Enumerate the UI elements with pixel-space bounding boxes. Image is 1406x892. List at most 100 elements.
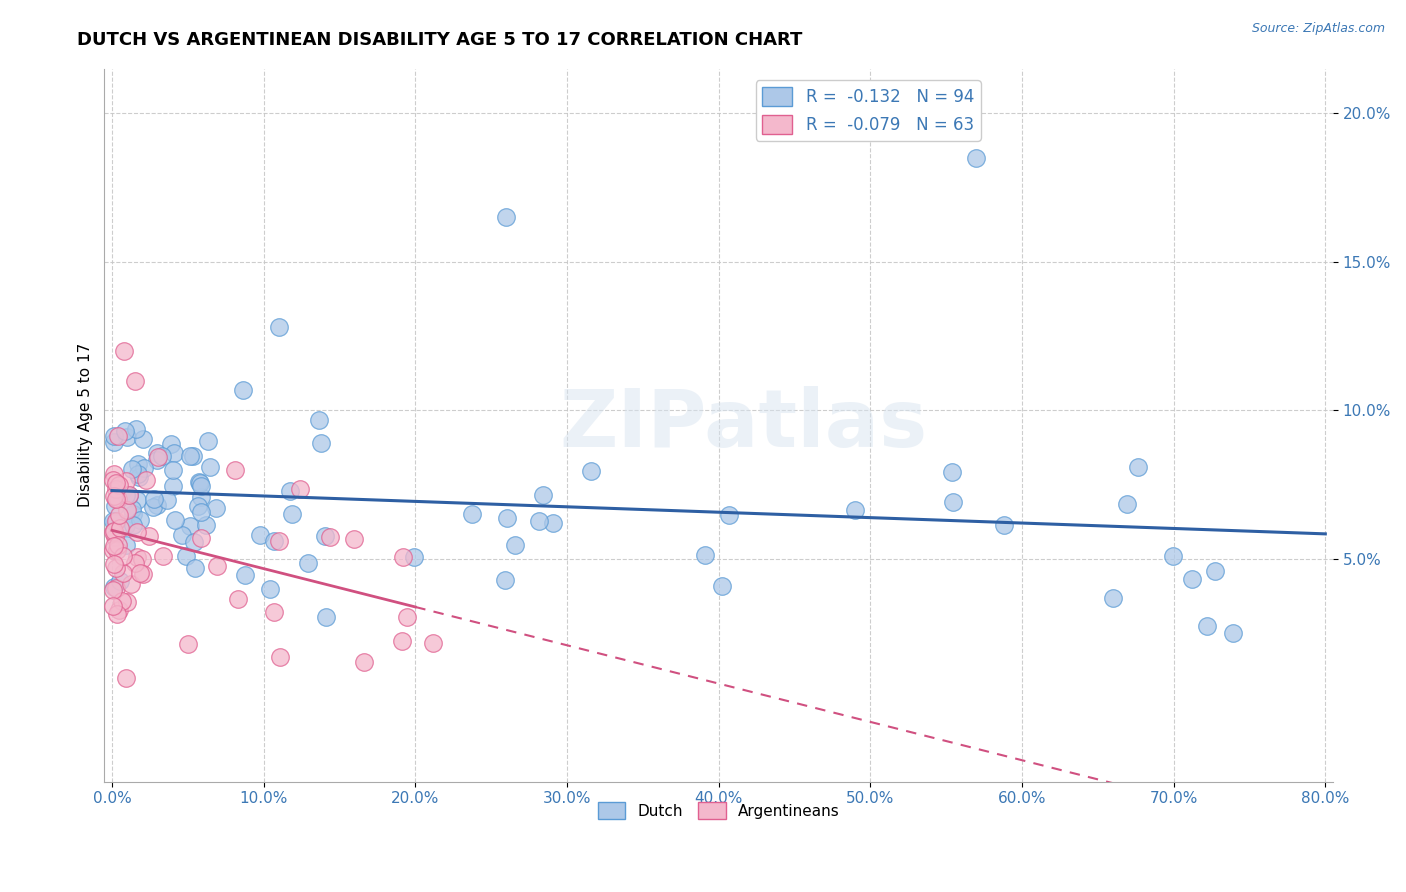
Point	[125, 421, 148, 435]
Point	[103, 515, 125, 529]
Point	[132, 432, 155, 446]
Point	[142, 500, 165, 514]
Point	[179, 518, 201, 533]
Point	[309, 436, 332, 450]
Point	[391, 633, 413, 648]
Point	[993, 517, 1015, 532]
Point	[104, 561, 127, 575]
Point	[103, 489, 125, 503]
Point	[195, 518, 218, 533]
Point	[103, 543, 125, 558]
Point	[315, 610, 337, 624]
Point	[114, 424, 136, 438]
Point	[495, 510, 517, 524]
Point	[1222, 626, 1244, 640]
Point	[190, 490, 212, 504]
Point	[103, 435, 125, 450]
Point	[115, 430, 138, 444]
Point	[107, 477, 129, 491]
Point	[163, 513, 186, 527]
Point	[461, 507, 484, 521]
Point	[224, 463, 246, 477]
Point	[138, 529, 160, 543]
Point	[115, 538, 138, 552]
Point	[108, 521, 131, 535]
Text: DUTCH VS ARGENTINEAN DISABILITY AGE 5 TO 17 CORRELATION CHART: DUTCH VS ARGENTINEAN DISABILITY AGE 5 TO…	[77, 31, 803, 49]
Point	[121, 501, 143, 516]
Point	[505, 537, 527, 551]
Point	[156, 493, 179, 508]
Point	[1128, 460, 1150, 475]
Point	[118, 488, 141, 502]
Point	[150, 450, 173, 464]
Point	[297, 556, 319, 570]
Point	[188, 475, 211, 490]
Point	[105, 482, 128, 496]
Point	[1195, 619, 1218, 633]
Point	[111, 594, 134, 608]
Point	[395, 610, 418, 624]
Point	[232, 384, 254, 398]
Point	[162, 479, 184, 493]
Point	[132, 566, 155, 581]
Point	[170, 527, 193, 541]
Point	[152, 549, 174, 564]
Point	[115, 502, 138, 516]
Point	[131, 552, 153, 566]
Point	[103, 428, 125, 442]
Point	[129, 566, 152, 581]
Point	[103, 524, 125, 538]
Point	[114, 474, 136, 488]
Point	[107, 429, 129, 443]
Text: Source: ZipAtlas.com: Source: ZipAtlas.com	[1251, 22, 1385, 36]
Point	[103, 599, 125, 613]
Point	[125, 524, 148, 539]
Point	[122, 508, 145, 522]
Point	[188, 476, 211, 491]
Point	[308, 412, 330, 426]
Point	[176, 549, 198, 564]
Point	[183, 535, 205, 549]
Text: ZIPatlas: ZIPatlas	[560, 386, 928, 464]
Point	[146, 498, 169, 512]
Point	[269, 650, 291, 665]
Point	[135, 473, 157, 487]
Point	[190, 479, 212, 493]
Point	[204, 501, 226, 516]
Point	[162, 463, 184, 477]
Point	[104, 530, 127, 544]
Point	[695, 548, 717, 562]
Point	[343, 532, 366, 546]
Point	[181, 450, 204, 464]
Point	[718, 508, 741, 522]
Point	[108, 508, 131, 523]
Point	[107, 607, 129, 621]
Point	[107, 538, 129, 552]
Point	[941, 465, 963, 479]
Point	[124, 556, 146, 570]
Point	[1115, 497, 1137, 511]
Point	[226, 591, 249, 606]
Point	[104, 491, 127, 506]
Point	[495, 210, 517, 224]
Legend: Dutch, Argentineans: Dutch, Argentineans	[592, 796, 846, 825]
Point	[114, 518, 136, 533]
Point	[280, 507, 302, 521]
Point	[103, 525, 125, 540]
Point	[314, 529, 336, 543]
Point	[128, 470, 150, 484]
Point	[103, 467, 125, 481]
Point	[121, 462, 143, 476]
Point	[127, 467, 149, 482]
Point	[233, 567, 256, 582]
Point	[187, 499, 209, 513]
Point	[179, 450, 201, 464]
Point	[121, 517, 143, 532]
Point	[259, 582, 281, 596]
Point	[844, 503, 866, 517]
Point	[128, 513, 150, 527]
Point	[494, 573, 516, 587]
Point	[942, 495, 965, 509]
Point	[190, 531, 212, 545]
Point	[127, 457, 149, 471]
